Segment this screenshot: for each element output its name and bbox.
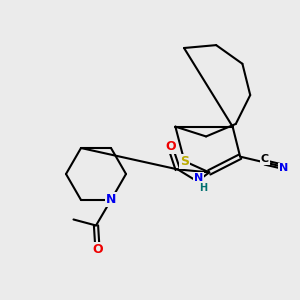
Text: S: S <box>180 154 189 168</box>
Text: C: C <box>261 154 269 164</box>
Text: O: O <box>165 140 175 153</box>
Text: H: H <box>199 183 207 193</box>
Text: N: N <box>106 194 116 206</box>
Text: N: N <box>279 164 289 173</box>
Text: O: O <box>92 243 103 256</box>
Text: N: N <box>194 173 203 183</box>
